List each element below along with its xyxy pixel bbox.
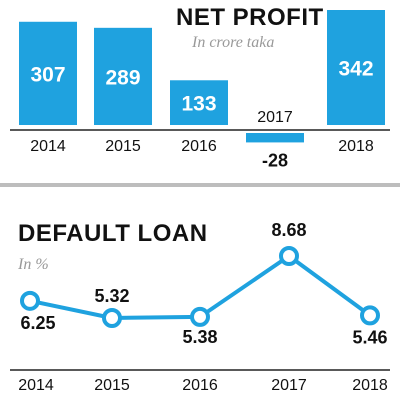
default-loan-value-2016: 5.38 xyxy=(182,327,217,347)
net-profit-value-2018: 342 xyxy=(338,58,373,81)
net-profit-value-2014: 307 xyxy=(30,63,65,86)
net-profit-bar-2017 xyxy=(246,133,304,143)
default-loan-year-2016: 2016 xyxy=(182,377,218,394)
default-loan-title: DEFAULT LOAN xyxy=(18,220,208,247)
net-profit-bar-2014 xyxy=(19,21,77,126)
net-profit-value-2015: 289 xyxy=(105,66,140,89)
net-profit-year-2014: 2014 xyxy=(30,138,66,155)
section-divider xyxy=(0,183,400,187)
default-loan-year-2015: 2015 xyxy=(94,377,130,394)
net-profit-year-2017: 2017 xyxy=(257,109,293,126)
net-profit-bar-2015 xyxy=(94,27,152,125)
default-loan-point-2015 xyxy=(102,308,122,328)
default-loan-point-2018 xyxy=(360,305,380,326)
net-profit-bar-2018 xyxy=(327,10,385,125)
default-loan-year-2017: 2017 xyxy=(271,377,307,394)
default-loan-year-2014: 2014 xyxy=(18,377,54,394)
default-loan-point-2017 xyxy=(279,246,299,266)
default-loan-point-2016 xyxy=(190,306,210,327)
default-loan-subtitle: In % xyxy=(18,256,49,273)
default-loan-point-2014 xyxy=(20,290,40,311)
net-profit-year-2015: 2015 xyxy=(105,138,141,155)
net-profit-subtitle: In crore taka xyxy=(192,34,275,51)
default-loan-value-2014: 6.25 xyxy=(20,313,55,333)
default-loan-value-2015: 5.32 xyxy=(94,286,129,306)
default-loan-year-2018: 2018 xyxy=(352,377,388,394)
net-profit-title: NET PROFIT xyxy=(176,4,324,31)
default-loan-value-2017: 8.68 xyxy=(271,220,306,240)
net-profit-bar-2016 xyxy=(170,80,228,125)
net-profit-value-2016: 133 xyxy=(181,93,216,116)
net-profit-value-2017: -28 xyxy=(262,150,288,170)
net-profit-year-2016: 2016 xyxy=(181,138,217,155)
default-loan-value-2018: 5.46 xyxy=(352,327,387,347)
net-profit-year-2018: 2018 xyxy=(338,138,374,155)
